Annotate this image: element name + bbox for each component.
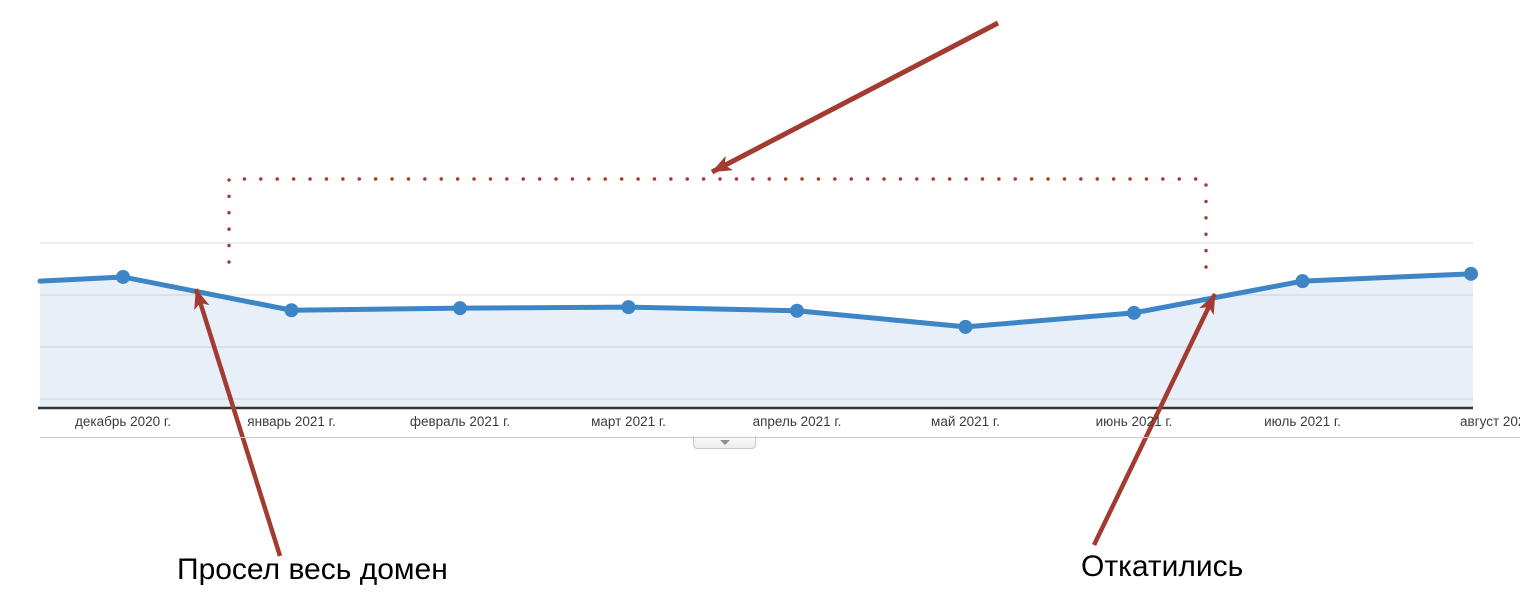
- timeline-expander-button[interactable]: [693, 436, 756, 449]
- traffic-series: [37, 266, 1478, 407]
- data-point[interactable]: [1295, 274, 1310, 289]
- x-axis-label: март 2021 г.: [591, 414, 666, 429]
- data-point[interactable]: [790, 303, 804, 318]
- x-axis-label: июль 2021 г.: [1264, 414, 1341, 429]
- x-axis-label: июнь 2021 г.: [1095, 414, 1173, 429]
- annotation-label-domain-drop: Просел весь домен: [177, 553, 448, 586]
- arrow-rollback: [1091, 293, 1218, 546]
- x-axis-label: декабрь 2020 г.: [75, 414, 171, 429]
- data-point[interactable]: [621, 300, 636, 315]
- data-point[interactable]: [958, 319, 973, 334]
- dotted-region-outline: [227, 177, 1208, 284]
- x-axis-label: апрель 2021 г.: [752, 414, 842, 429]
- chevron-down-icon: [719, 439, 730, 445]
- label-strip-divider: [40, 437, 1520, 438]
- data-point[interactable]: [284, 303, 299, 318]
- red-annotations: [193, 20, 1218, 557]
- x-axis-label: февраль 2021 г.: [409, 414, 511, 429]
- x-axis-label: август 2021 г.: [1460, 414, 1520, 429]
- arrow-to-dotted-region: [710, 20, 1000, 175]
- x-axis-label: январь 2021 г.: [247, 414, 336, 429]
- area-fill: [40, 273, 1473, 407]
- annotation-label-rollback: Откатились: [1081, 550, 1244, 583]
- arrow-domain-drop: [193, 288, 283, 557]
- data-point[interactable]: [1127, 305, 1141, 320]
- data-point[interactable]: [453, 301, 467, 316]
- x-axis-label: май 2021 г.: [931, 414, 1000, 429]
- data-point[interactable]: [116, 269, 130, 284]
- data-point[interactable]: [1464, 266, 1478, 281]
